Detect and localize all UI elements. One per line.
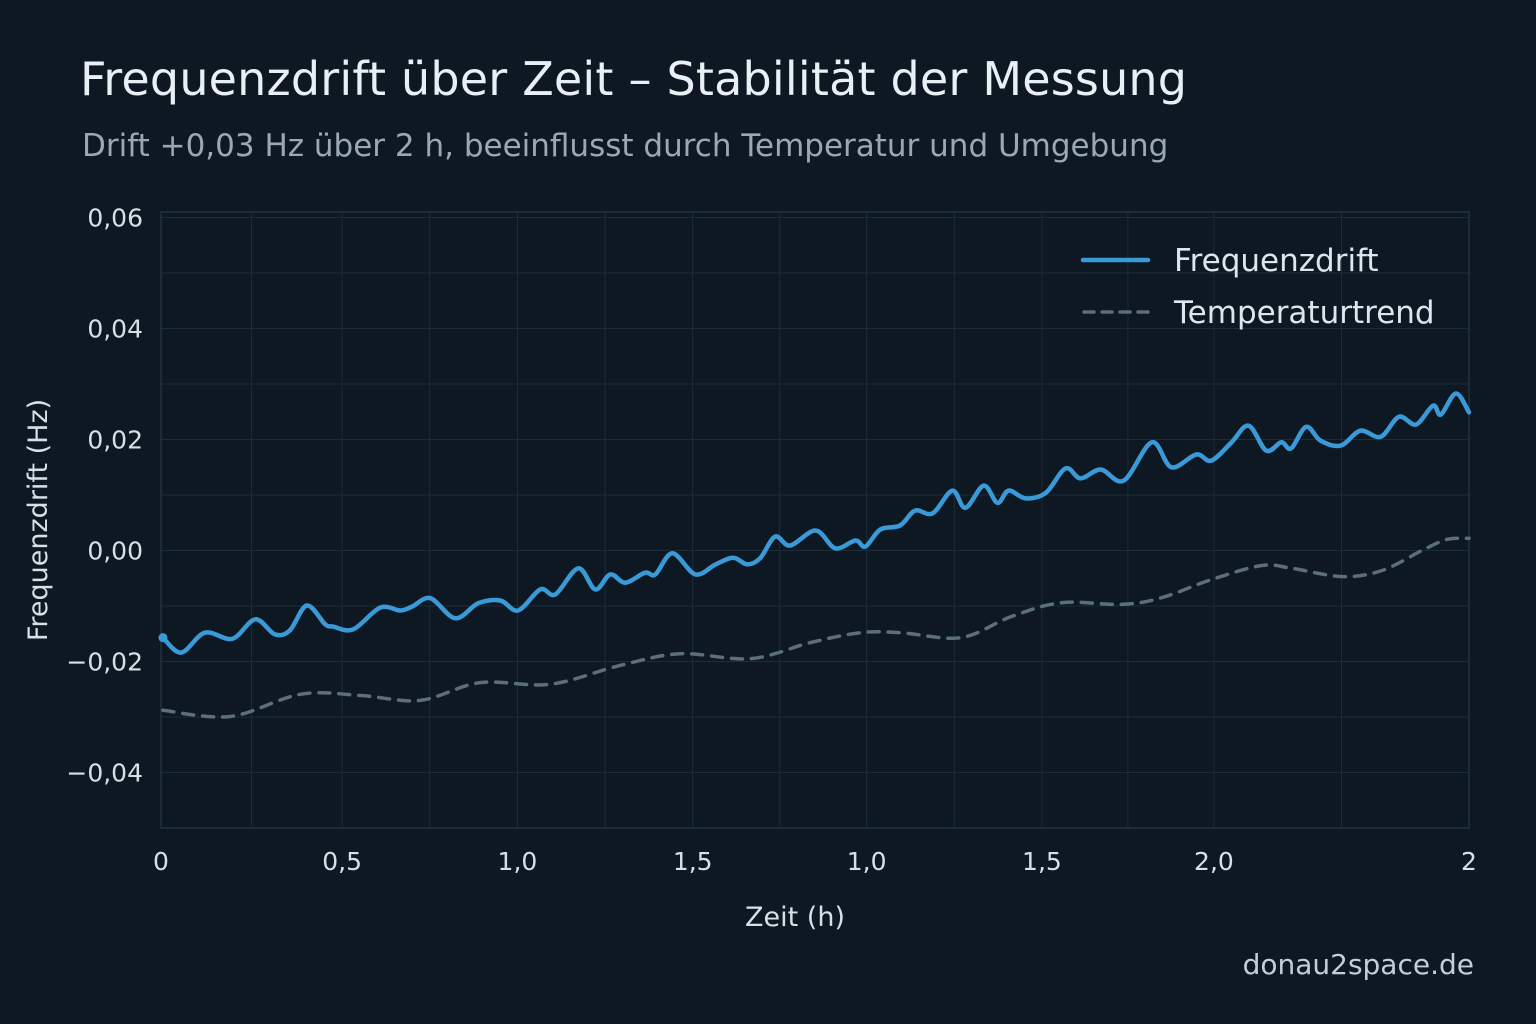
x-axis-ticks: 0 0,5 1,0 1,5 1,0 1,5 2,0 2 [153, 847, 1477, 876]
chart-subtitle: Drift +0,03 Hz über 2 h, beeinflusst dur… [82, 128, 1169, 164]
series-frequenzdrift-line [160, 391, 1472, 655]
x-tick-label: 0,5 [322, 847, 362, 876]
series-start-marker [158, 633, 168, 643]
x-tick-label: 1,0 [498, 847, 538, 876]
legend-label-frequenzdrift: Frequenzdrift [1174, 243, 1379, 279]
y-tick-label: 0,06 [87, 204, 143, 233]
y-tick-label: 0,02 [87, 426, 143, 455]
x-axis-title: Zeit (h) [745, 902, 845, 933]
legend: Frequenzdrift Temperaturtrend [1080, 243, 1435, 331]
x-tick-label: 2 [1461, 847, 1477, 876]
series-temperaturtrend-line [161, 536, 1471, 719]
x-tick-label: 1,5 [673, 847, 713, 876]
x-tick-label: 0 [153, 847, 169, 876]
chart-title: Frequenzdrift über Zeit – Stabilität der… [80, 52, 1188, 106]
x-tick-label: 2,0 [1194, 847, 1234, 876]
x-tick-label: 1,0 [847, 847, 887, 876]
y-tick-label: 0,00 [87, 537, 143, 566]
y-axis-ticks: 0,06 0,04 0,02 0,00 −0,02 −0,04 [66, 204, 143, 788]
watermark: donau2space.de [1242, 948, 1474, 981]
y-tick-label: −0,04 [66, 759, 143, 788]
y-tick-label: −0,02 [66, 648, 143, 677]
legend-label-temperaturtrend: Temperaturtrend [1173, 295, 1435, 331]
y-tick-label: 0,04 [87, 315, 143, 344]
plot-frame [160, 211, 1470, 829]
y-axis-title: Frequenzdrift (Hz) [23, 399, 54, 641]
x-tick-label: 1,5 [1022, 847, 1062, 876]
